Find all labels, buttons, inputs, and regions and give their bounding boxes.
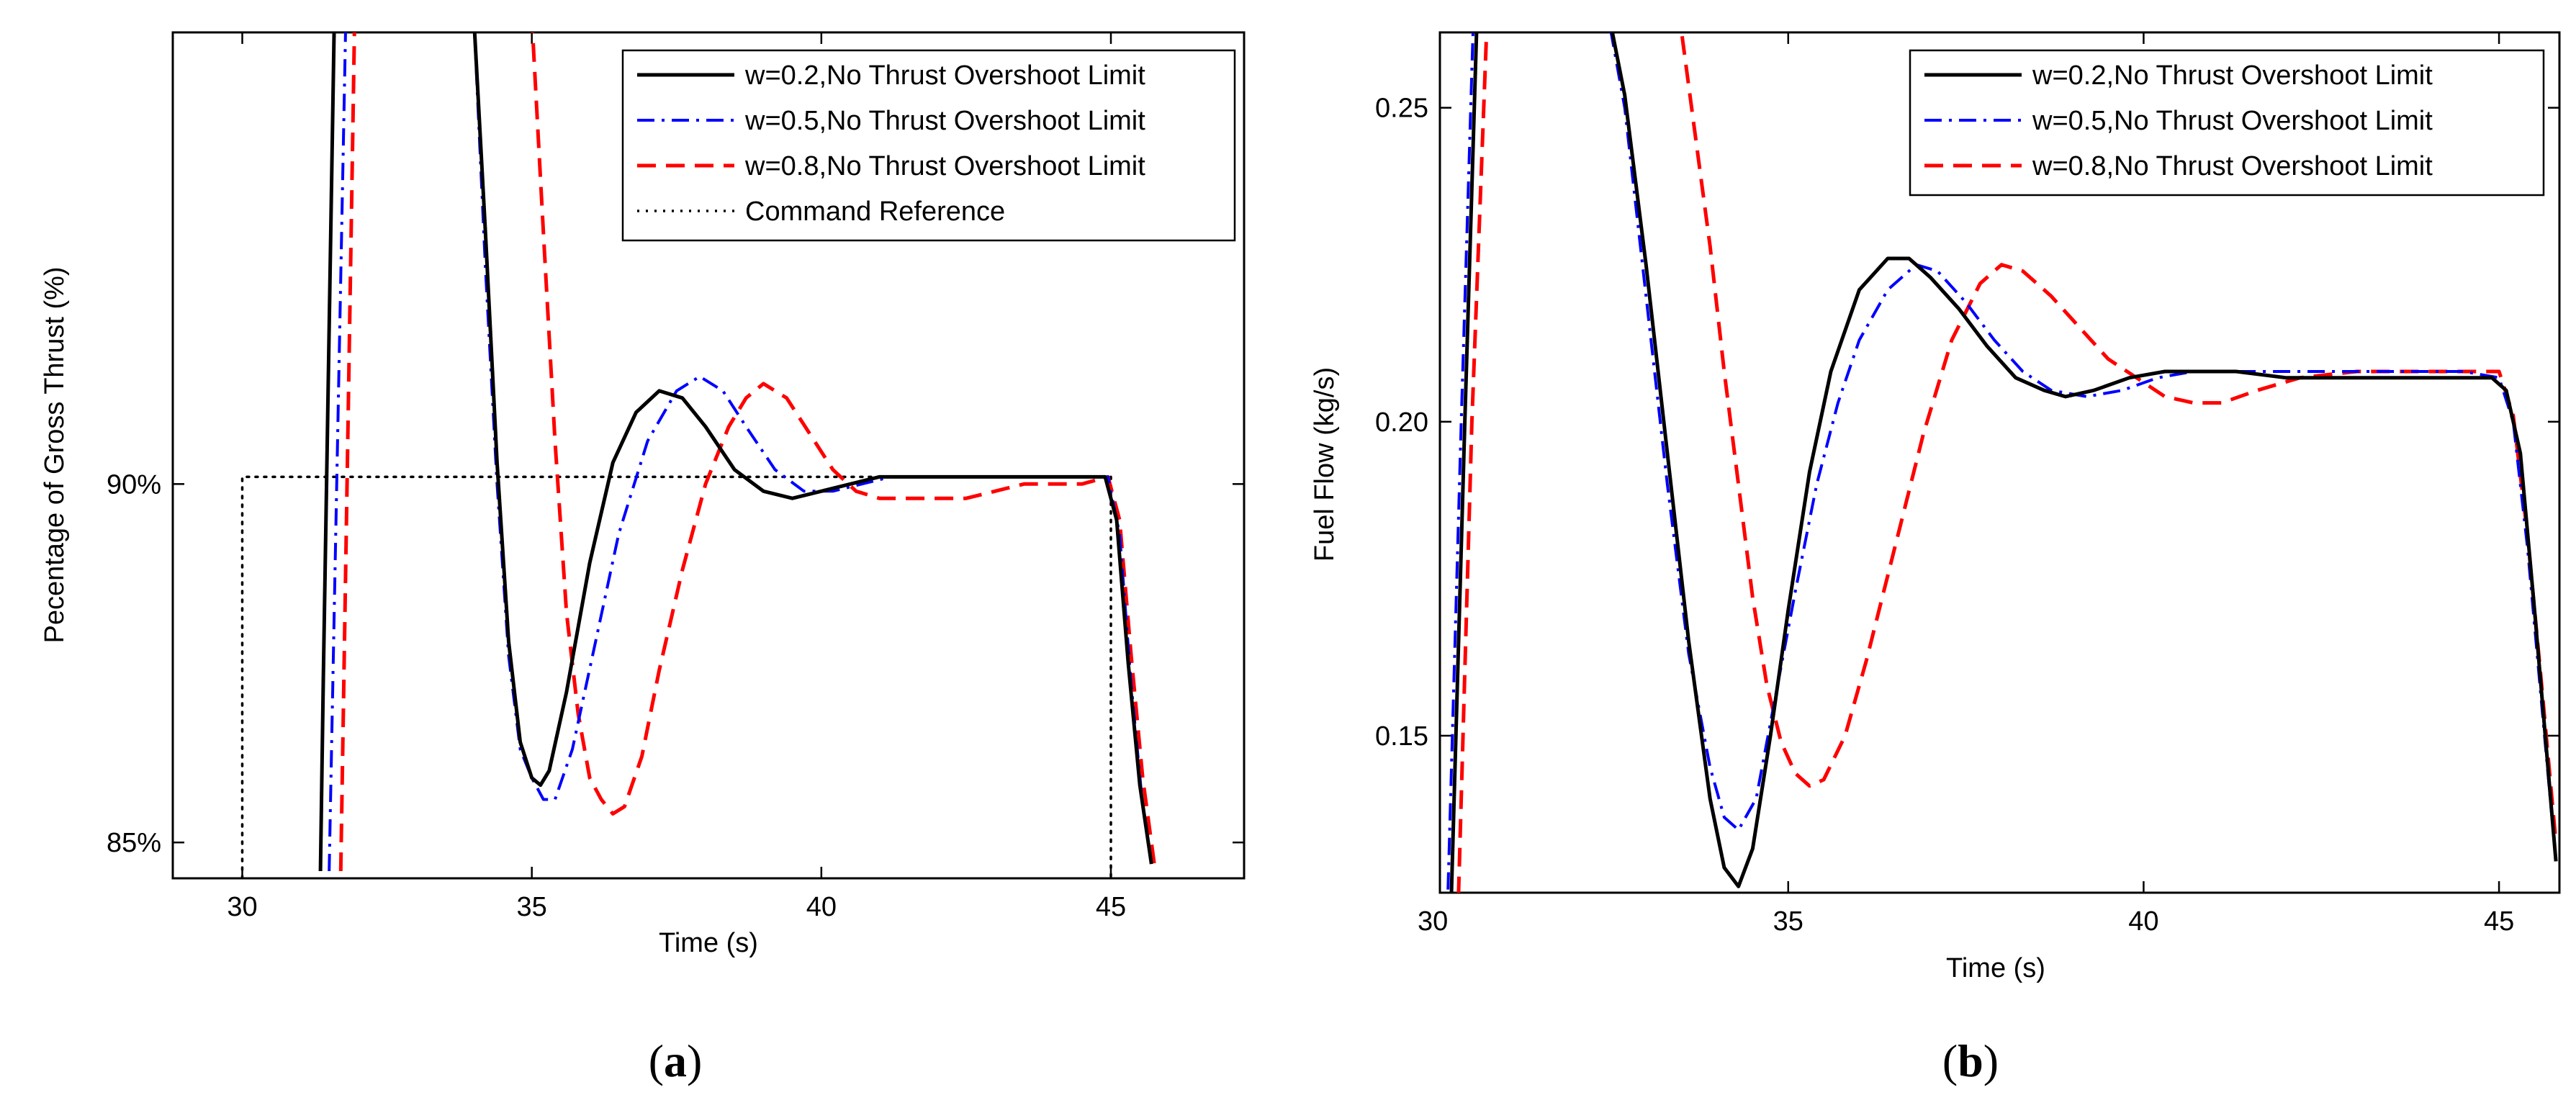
legend-label-1: w=0.5,No Thrust Overshoot Limit bbox=[2032, 106, 2433, 136]
legend-label-2: w=0.8,No Thrust Overshoot Limit bbox=[2032, 151, 2433, 181]
y-tick-label: 0.20 bbox=[1375, 407, 1428, 438]
series-line-0 bbox=[318, 32, 1153, 872]
legend-box bbox=[621, 49, 1236, 242]
series-line-3 bbox=[240, 475, 1112, 878]
chart-panel-b: 30 35 40 45 0.15 0.20 0.25 Time (s) Fuel Flow … bbox=[1310, 31, 2561, 1086]
tick-group-a: 30 35 40 45 85% 90% bbox=[107, 32, 1244, 922]
series-line-2 bbox=[338, 32, 1156, 872]
y-tick-label: 85% bbox=[107, 828, 161, 858]
x-tick-label: 40 bbox=[806, 892, 837, 922]
x-tick-label: 35 bbox=[1773, 906, 1803, 937]
x-tick-label: 30 bbox=[227, 892, 257, 922]
x-tick-label: 35 bbox=[517, 892, 547, 922]
panel-label-a: (a) bbox=[649, 1035, 703, 1086]
x-axis-label-b: Time (s) bbox=[1946, 953, 2045, 983]
series-group-a bbox=[240, 32, 1156, 878]
panel-label-a-letter: a bbox=[664, 1035, 687, 1086]
x-tick-label: 30 bbox=[1418, 906, 1448, 937]
series-group-b bbox=[1446, 32, 2558, 893]
x-tick-label: 40 bbox=[2128, 906, 2158, 937]
x-axis-label-a: Time (s) bbox=[659, 928, 758, 958]
y-axis-label-a: Pecentage of Gross Thrust (%) bbox=[40, 266, 70, 643]
y-tick-label: 90% bbox=[107, 469, 161, 500]
legend-label-0: w=0.2,No Thrust Overshoot Limit bbox=[2032, 60, 2433, 91]
y-tick-label: 0.25 bbox=[1375, 94, 1428, 124]
panel-label-b-letter: b bbox=[1958, 1035, 1983, 1086]
x-tick-label: 45 bbox=[2484, 906, 2514, 937]
series-line-2 bbox=[1456, 32, 2558, 893]
chart-panel-a: 30 35 40 45 85% 90% Time (s) Pecentage of Gro… bbox=[40, 31, 1246, 1086]
legend-b: w=0.2,No Thrust Overshoot Limit w=0.5,No … bbox=[1909, 49, 2545, 197]
legend-label-2: w=0.8,No Thrust Overshoot Limit bbox=[744, 151, 1145, 181]
y-tick-label: 0.15 bbox=[1375, 721, 1428, 752]
legend-a: w=0.2,No Thrust Overshoot Limit w=0.5,No … bbox=[621, 49, 1236, 242]
y-axis-label-b: Fuel Flow (kg/s) bbox=[1310, 367, 1340, 562]
legend-label-1: w=0.5,No Thrust Overshoot Limit bbox=[744, 106, 1145, 136]
x-tick-label: 45 bbox=[1096, 892, 1126, 922]
panel-label-b: (b) bbox=[1942, 1035, 1999, 1086]
tick-group-b: 30 35 40 45 0.15 0.20 0.25 bbox=[1375, 32, 2559, 937]
legend-label-3: Command Reference bbox=[745, 197, 1005, 227]
series-line-0 bbox=[1449, 32, 2558, 893]
legend-label-0: w=0.2,No Thrust Overshoot Limit bbox=[744, 60, 1145, 91]
